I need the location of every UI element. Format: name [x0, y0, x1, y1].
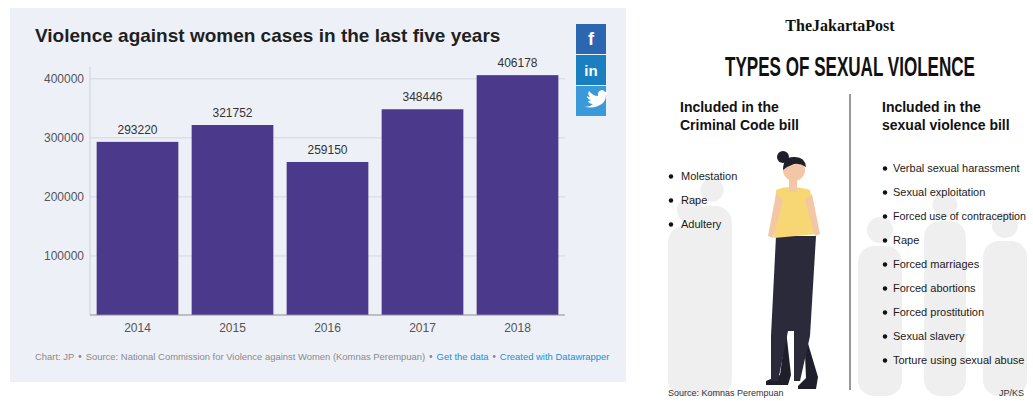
share-button: [576, 24, 606, 54]
y-tick-label: 400000: [44, 72, 84, 86]
list-item: Sexual slavery: [893, 330, 965, 342]
list-bullet: [883, 190, 887, 194]
list-item: Forced prostitution: [893, 306, 984, 318]
woman-pants: [771, 236, 816, 381]
column-heading-line: sexual violence bill: [882, 117, 1010, 133]
data-label: 406178: [497, 56, 537, 70]
data-label: 321752: [212, 106, 252, 120]
bar: [382, 109, 464, 315]
background-silhouettes: [668, 178, 1027, 396]
chart-card: [10, 8, 626, 382]
bar: [287, 162, 369, 315]
column-heading: Included in the Criminal Code bill: [680, 99, 799, 133]
chart-title: Violence against women cases in the last…: [35, 25, 500, 46]
data-label: 348446: [402, 90, 442, 104]
x-tick-label: 2014: [124, 321, 151, 335]
infographic-source: Source: Komnas Perempuan: [668, 388, 784, 398]
twitter-icon: [583, 90, 608, 108]
separator-dot: [430, 355, 433, 358]
x-tick-label: 2017: [409, 321, 436, 335]
list-bullet: [883, 286, 887, 290]
list-item: Molestation: [681, 170, 737, 182]
column-divider: [850, 94, 851, 390]
list-bullet: [883, 262, 887, 266]
list-item: Forced marriages: [893, 258, 980, 270]
source-text: Created with Datawrapper: [500, 351, 610, 362]
baseline: [90, 315, 565, 316]
list-bullet: [883, 358, 887, 362]
share-button-label: in: [584, 62, 597, 79]
list-bullet: [883, 334, 887, 338]
list-bullet: [883, 166, 887, 170]
column-heading-line: Included in the: [680, 99, 779, 115]
silhouette-body: [983, 241, 1027, 396]
list-item: Rape: [893, 234, 919, 246]
y-axis-line: [90, 67, 91, 315]
labels: 293220 2014 321752 2015 259150 2016 348446 2017…: [117, 56, 537, 335]
bar: [97, 142, 179, 315]
y-tick-label: 300000: [44, 131, 84, 145]
infographic-title: TYPES OF SEXUAL VIOLENCE: [725, 52, 975, 82]
y-tick-label: 100000: [44, 249, 84, 263]
list-item: Adultery: [681, 218, 722, 230]
column-heading: Included in the sexual violence bill: [882, 99, 1010, 133]
list-bullet: [669, 198, 673, 202]
list-item: Forced abortions: [893, 282, 976, 294]
x-tick-label: 2018: [504, 321, 531, 335]
y-axis: 100000 200000 300000 400000: [44, 67, 565, 315]
bar: [477, 75, 559, 315]
x-tick-label: 2016: [314, 321, 341, 335]
data-label: 293220: [117, 123, 157, 137]
source-text: Get the data: [437, 351, 490, 362]
woman-arm: [768, 194, 783, 238]
list-bullet: [669, 222, 673, 226]
woman-hair-bun: [777, 151, 789, 163]
share-button: [576, 55, 606, 85]
publisher-logo: TheJakartaPost: [785, 17, 895, 34]
list-bullet: [669, 174, 673, 178]
list-item: Forced use of contraception: [893, 210, 1026, 222]
source-line: Chart: JP Source: National Commission for…: [35, 351, 610, 362]
list-bullet: [883, 238, 887, 242]
data-label: 259150: [307, 143, 347, 157]
source-text: Chart: JP: [35, 351, 74, 362]
list-item: Sexual exploitation: [893, 186, 985, 198]
column-heading-line: Included in the: [882, 99, 981, 115]
share-button-label: f: [588, 29, 595, 49]
list-item: Rape: [681, 194, 707, 206]
bar: [192, 125, 274, 315]
y-tick-label: 200000: [44, 190, 84, 204]
list-bullet: [883, 310, 887, 314]
x-tick-label: 2015: [219, 321, 246, 335]
separator-dot: [493, 355, 496, 358]
separator-dot: [79, 355, 82, 358]
list-bullet: [883, 214, 887, 218]
column-heading-line: Criminal Code bill: [680, 117, 799, 133]
silhouette-body: [692, 206, 732, 396]
infographic-credit: JP/KS: [999, 388, 1024, 398]
woman-neck: [789, 180, 797, 192]
woman-illustration: [766, 151, 820, 389]
source-text: Source: National Commission for Violence…: [86, 351, 426, 362]
woman-arm: [805, 194, 820, 236]
page: Violence against women cases in the last…: [0, 0, 1033, 401]
bars: [97, 75, 559, 315]
list-item: Verbal sexual harassment: [893, 162, 1020, 174]
silhouette-head: [867, 217, 893, 243]
list-item: Torture using sexual abuse: [893, 354, 1024, 366]
